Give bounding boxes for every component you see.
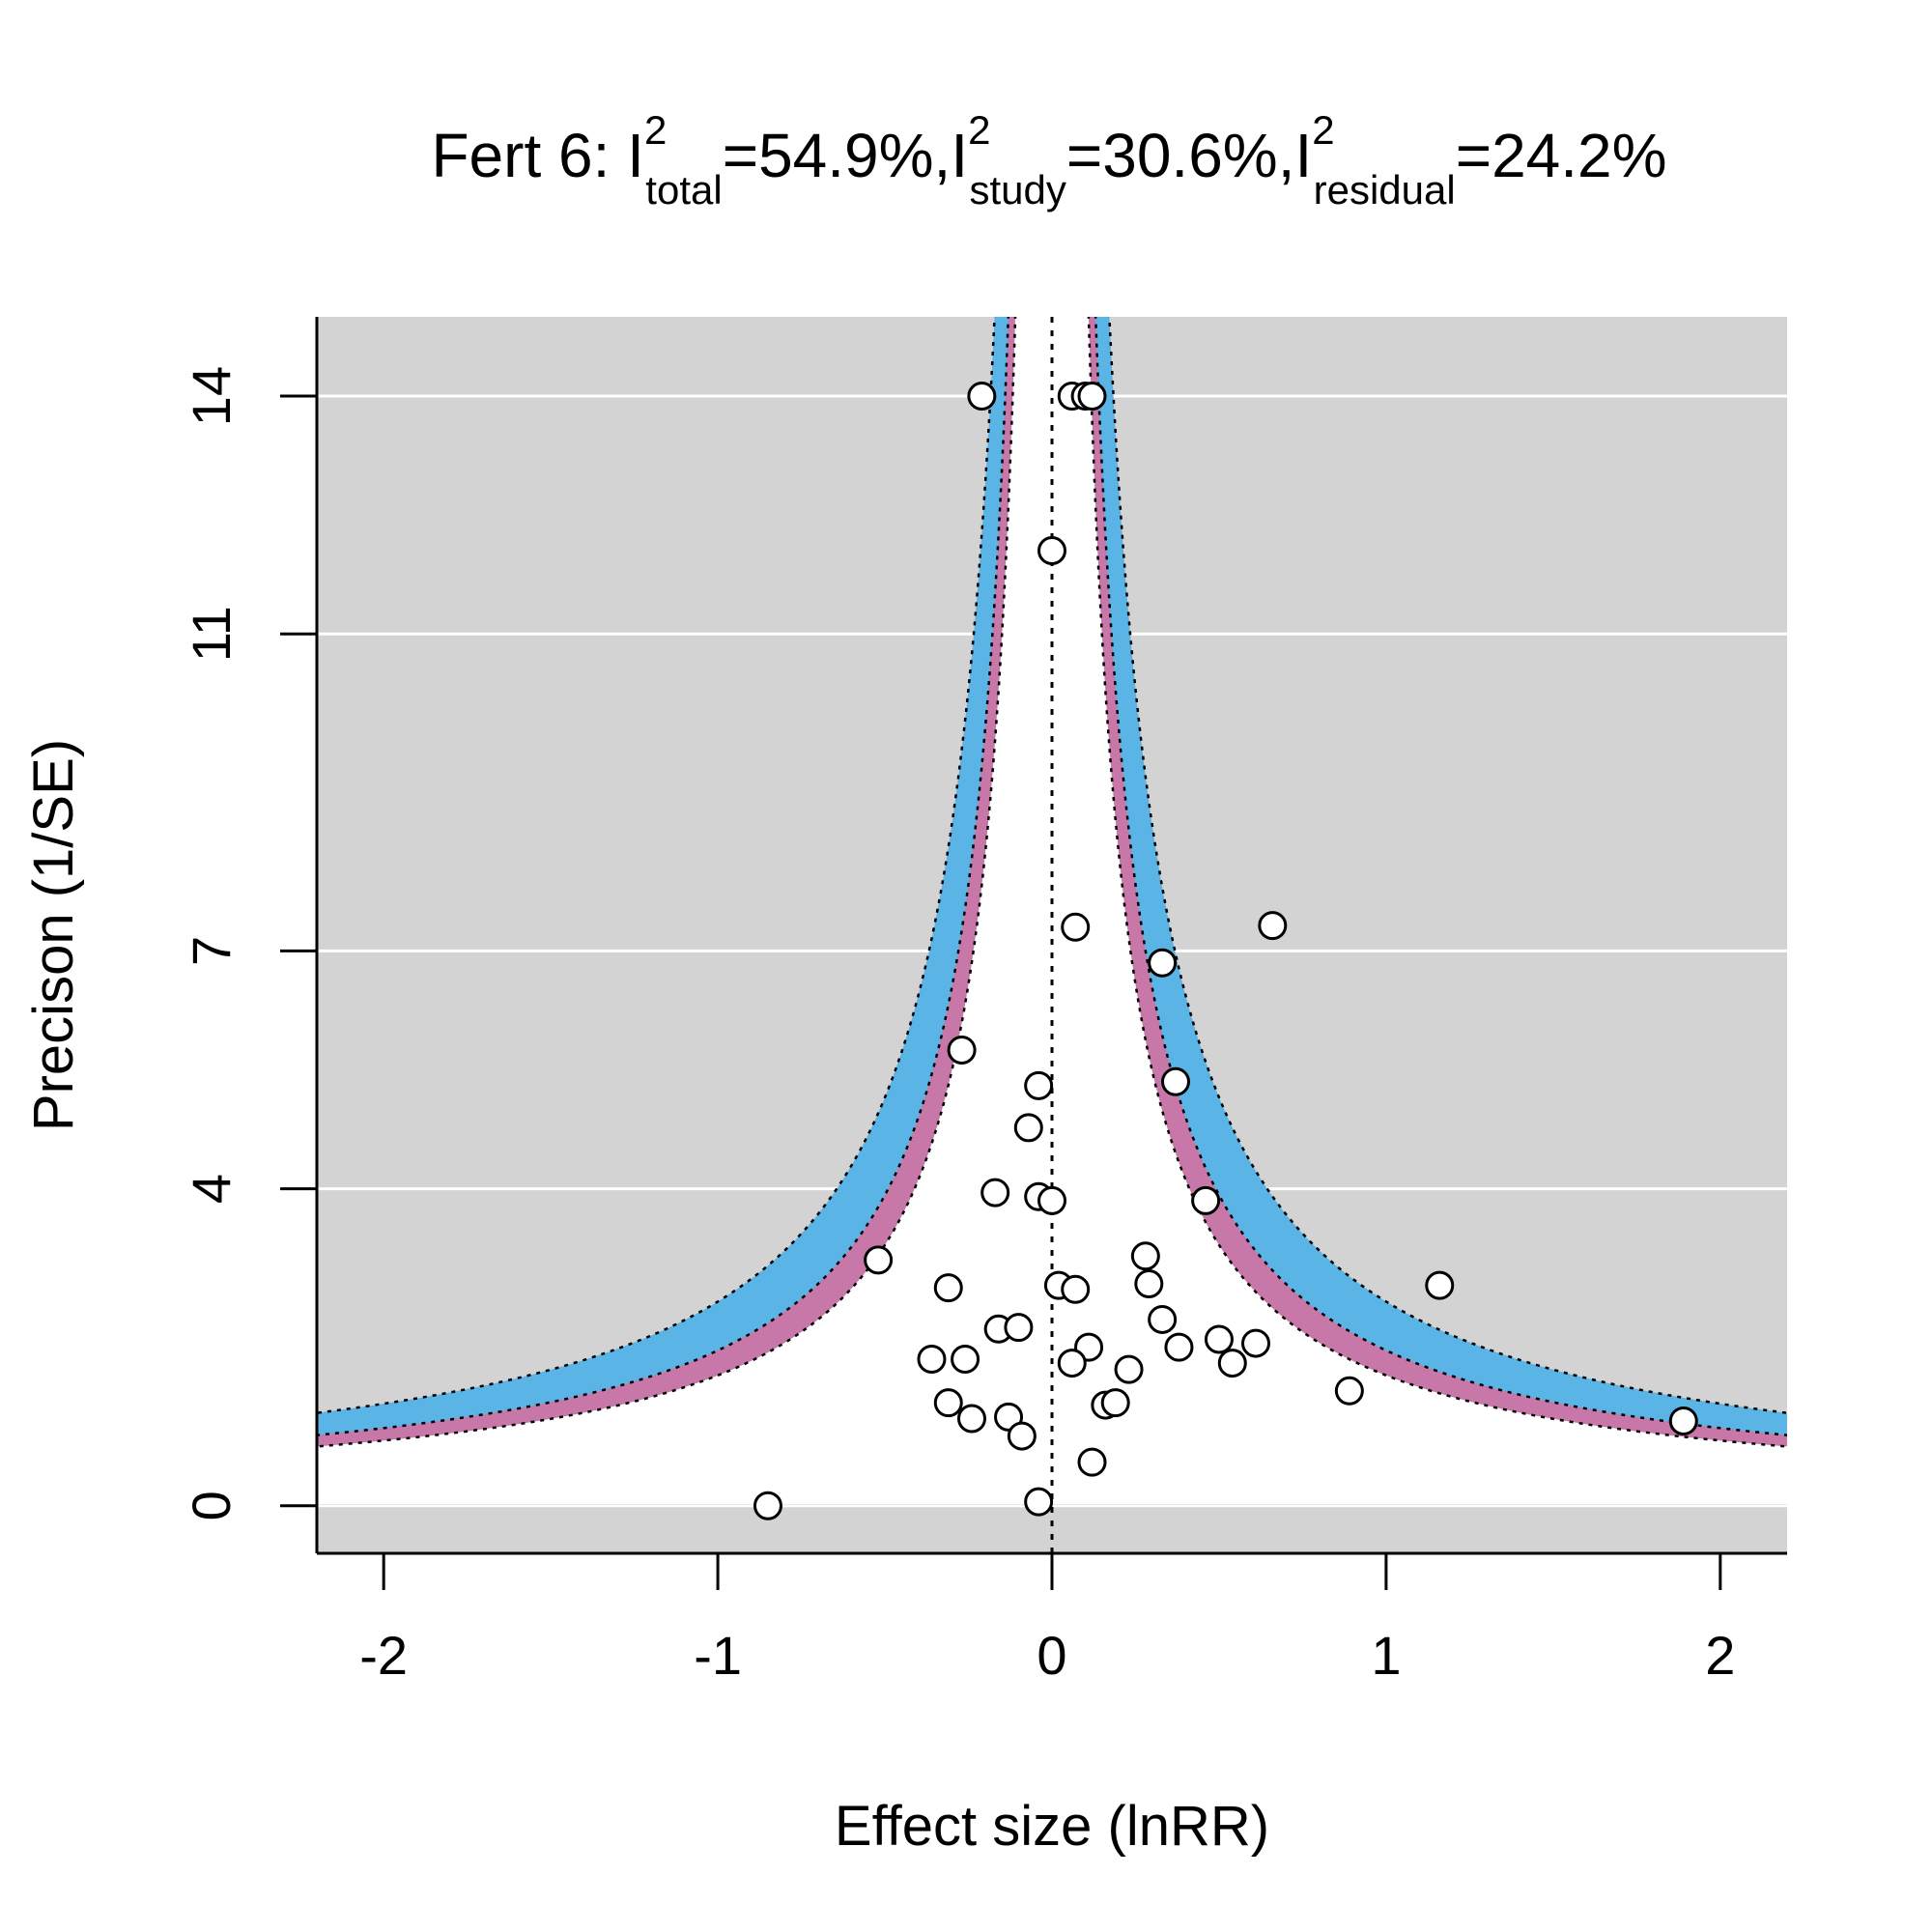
x-tick-label: 2	[1705, 1625, 1735, 1686]
y-tick-label: 11	[181, 606, 242, 662]
chart-title: Fert 6: I2 total=54.9%,I2 study=30.6%,I2 re…	[431, 107, 1666, 213]
title-subscript: residual	[1314, 167, 1456, 213]
data-point	[1425, 1270, 1455, 1300]
x-tick-label: -2	[359, 1625, 408, 1686]
title-stat-symbol: I	[951, 121, 968, 190]
data-point	[1130, 1241, 1160, 1271]
title-stat-symbol: I	[627, 121, 644, 190]
contour-boundary-right	[1087, 317, 1787, 1448]
data-point	[864, 1245, 894, 1275]
data-point	[933, 1388, 963, 1418]
data-point	[1100, 1388, 1130, 1418]
data-point	[956, 1404, 986, 1434]
title-superscript: 2	[1312, 107, 1334, 153]
data-point	[1134, 1269, 1164, 1299]
data-point	[1334, 1376, 1364, 1406]
data-points	[753, 382, 1698, 1520]
data-point	[1013, 1113, 1043, 1143]
contour-boundary-left	[317, 317, 996, 1414]
data-point	[1077, 1447, 1107, 1477]
title-superscript: 2	[968, 107, 990, 153]
contour-boundary-left	[317, 317, 1010, 1436]
data-point	[1004, 1313, 1034, 1343]
x-tick-label: 0	[1037, 1625, 1066, 1686]
data-point	[1148, 1304, 1178, 1334]
data-point	[1160, 1066, 1190, 1096]
title-prefix: Fert 6:	[431, 121, 627, 190]
title-subscript: total	[645, 167, 722, 213]
contour-region-95	[317, 317, 1787, 1505]
data-point	[1241, 1328, 1271, 1358]
y-axis: 0 4 7 11 14	[181, 317, 319, 1553]
contour-boundary-right	[1108, 317, 1787, 1414]
title-subscript: study	[969, 167, 1065, 213]
data-point	[1164, 1332, 1194, 1362]
y-tick-label: 0	[181, 1491, 242, 1520]
title-superscript: 2	[644, 107, 667, 153]
y-axis-title: Precison (1/SE)	[22, 739, 85, 1131]
data-point	[1007, 1421, 1037, 1451]
title-stat-value: =24.2%	[1456, 121, 1667, 190]
data-point	[967, 382, 997, 412]
data-point	[1191, 1185, 1221, 1215]
data-point	[1037, 536, 1066, 566]
data-point	[1204, 1324, 1234, 1354]
data-point	[951, 1344, 980, 1374]
data-point	[1077, 382, 1107, 412]
data-point	[1217, 1349, 1247, 1378]
title-stat-value: =54.9%	[723, 121, 934, 190]
x-tick-label: -1	[694, 1625, 742, 1686]
y-tick-label: 7	[181, 936, 242, 966]
title-separator: ,	[1278, 121, 1295, 190]
title-stat-value: =30.6%	[1066, 121, 1278, 190]
data-point	[753, 1491, 782, 1520]
data-point	[1668, 1406, 1698, 1435]
title-separator: ,	[934, 121, 952, 190]
data-point	[1024, 1070, 1054, 1100]
data-point	[980, 1178, 1010, 1208]
x-tick-label: 1	[1371, 1625, 1401, 1686]
data-point	[1061, 912, 1091, 942]
contour-boundary-right	[1094, 317, 1787, 1436]
title-stat-symbol: I	[1294, 121, 1312, 190]
data-point	[1061, 1274, 1091, 1304]
data-point	[917, 1344, 947, 1374]
data-point	[1258, 911, 1288, 941]
contour-boundaries	[317, 317, 1787, 1448]
data-point	[933, 1273, 963, 1303]
data-point	[1024, 1487, 1054, 1517]
data-point	[1114, 1354, 1144, 1384]
x-axis: -2 -1 0 1 2	[317, 1551, 1787, 1686]
data-point	[1037, 1185, 1066, 1215]
y-tick-label: 14	[181, 366, 242, 426]
plot-panel	[317, 317, 1787, 1553]
y-tick-label: 4	[181, 1174, 242, 1204]
x-axis-title: Effect size (lnRR)	[835, 1795, 1269, 1858]
data-point	[1148, 948, 1178, 978]
data-point	[947, 1035, 977, 1065]
contour-regions	[317, 317, 1787, 1505]
data-point	[1057, 1349, 1087, 1378]
contour-boundary-left	[317, 317, 1017, 1448]
